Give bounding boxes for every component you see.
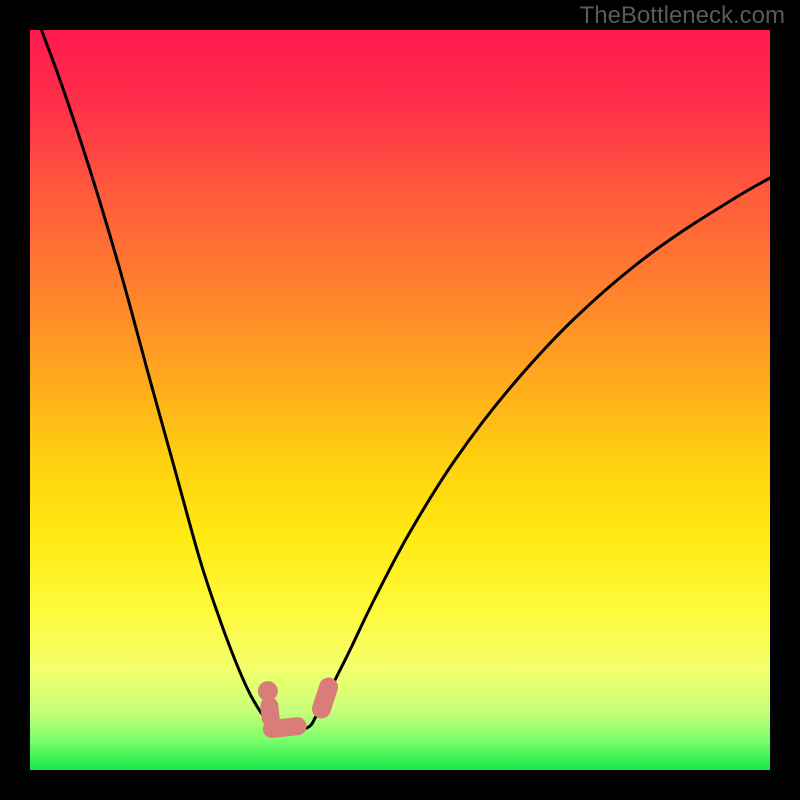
- watermark-text: TheBottleneck.com: [580, 2, 785, 30]
- chart-frame: TheBottleneck.com: [0, 0, 800, 800]
- marker-right: [309, 675, 340, 721]
- plot-area: [30, 30, 770, 770]
- bottleneck-curve: [30, 30, 770, 731]
- marker-left: [257, 678, 308, 739]
- chart-svg: [30, 30, 770, 770]
